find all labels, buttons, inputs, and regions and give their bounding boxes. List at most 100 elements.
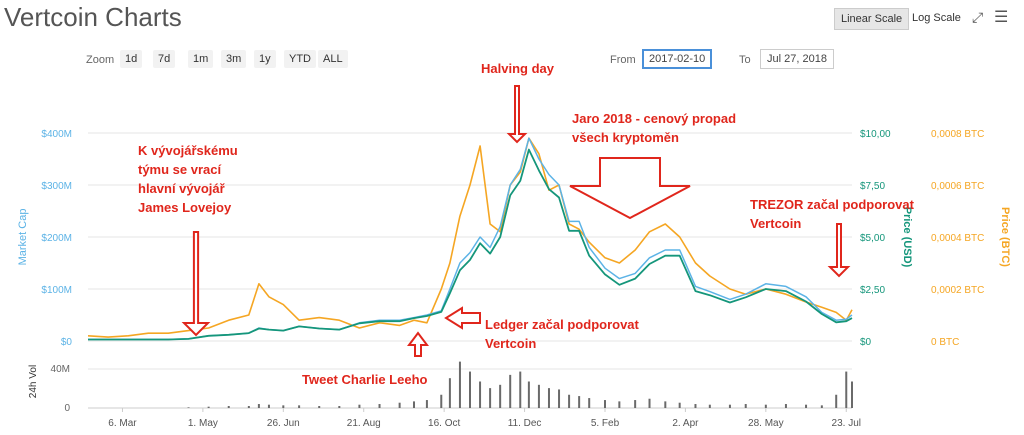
y-tick-price-btc: 0,0002 BTC <box>931 285 984 296</box>
volume-bar <box>845 371 848 408</box>
volume-bar <box>425 400 428 408</box>
to-date-input[interactable]: Jul 27, 2018 <box>760 49 834 69</box>
volume-bar <box>728 404 731 408</box>
volume-bar <box>298 405 301 408</box>
volume-bar <box>805 404 808 408</box>
volume-bar <box>708 404 711 408</box>
zoom-label: Zoom <box>86 54 115 66</box>
annotation-line: Tweet Charlie Leeho <box>302 372 428 387</box>
y-tick-price-btc: 0 BTC <box>931 337 959 348</box>
volume-bar <box>247 406 250 408</box>
y-tick-price-usd: $7,50 <box>860 181 885 192</box>
annotation-line: všech kryptoměn <box>572 130 679 145</box>
from-label: From <box>610 54 636 66</box>
annotation-line: Halving day <box>481 61 554 76</box>
zoom-1y-button[interactable]: 1y <box>254 50 276 68</box>
volume-bar <box>835 394 838 408</box>
volume-bar <box>547 388 550 408</box>
volume-bar <box>519 371 522 408</box>
y-tick-volume: 0 <box>64 403 70 414</box>
annotation-line: Ledger začal podporovat <box>485 317 639 332</box>
linear-scale-button[interactable]: Linear Scale <box>834 8 910 30</box>
volume-bar <box>440 394 443 408</box>
x-tick-label: 26. Jun <box>267 418 300 429</box>
x-tick-label: 28. May <box>748 418 784 429</box>
zoom-3m-button[interactable]: 3m <box>221 50 247 68</box>
annotation-line: Vertcoin <box>485 336 537 351</box>
volume-bar <box>227 406 230 408</box>
volume-bar <box>618 401 621 408</box>
series-price-btc <box>87 137 853 338</box>
y-tick-price-usd: $2,50 <box>860 285 885 296</box>
volume-bar <box>458 361 461 408</box>
volume-bar <box>694 404 697 408</box>
y-tick-price-btc: 0,0006 BTC <box>931 181 984 192</box>
volume-bar <box>469 371 471 408</box>
annotation-trezor: TREZOR začal podporovat Vertcoin <box>750 195 914 233</box>
arrow-halving <box>506 85 528 144</box>
annotation-lovejoy: K vývojářskému týmu se vrací hlavní vývo… <box>138 141 238 217</box>
y-tick-price-usd: $10,00 <box>860 129 891 140</box>
zoom-7d-button[interactable]: 7d <box>153 50 176 68</box>
annotation-line: hlavní vývojář <box>138 181 225 196</box>
annotation-halving: Halving day <box>481 59 554 78</box>
volume-bar <box>764 404 767 408</box>
volume-bar <box>398 402 401 408</box>
arrow-charlie <box>407 331 429 357</box>
arrow-ledger <box>444 306 481 330</box>
annotation-charlie: Tweet Charlie Leeho <box>302 370 427 389</box>
y-tick-price-btc: 0,0004 BTC <box>931 233 984 244</box>
annotation-line: James Lovejoy <box>138 200 232 215</box>
x-tick-label: 11. Dec <box>508 418 542 429</box>
y-tick-volume: 40M <box>51 364 70 375</box>
y-tick-market-cap: $300M <box>41 181 72 192</box>
volume-bar <box>267 404 270 408</box>
zoom-1d-button[interactable]: 1d <box>120 50 143 68</box>
annotation-jaro: Jaro 2018 - cenový propad všech kryptomě… <box>572 109 736 147</box>
zoom-all-button[interactable]: ALL <box>318 50 348 68</box>
volume-bar <box>784 404 787 408</box>
y-axis-label-volume: 24h Vol <box>28 365 39 398</box>
y-tick-market-cap: $0 <box>61 337 73 348</box>
y-tick-price-btc: 0,0008 BTC <box>931 129 984 140</box>
volume-bar <box>603 400 606 408</box>
volume-bar <box>634 400 637 408</box>
volume-bar <box>479 381 482 408</box>
volume-bar <box>187 407 190 408</box>
volume-bar <box>537 384 540 408</box>
y-axis-label-price-btc: Price (BTC) <box>999 207 1011 267</box>
zoom-1m-button[interactable]: 1m <box>188 50 214 68</box>
y-tick-price-usd: $5,00 <box>860 233 885 244</box>
volume-bar <box>578 396 581 408</box>
x-tick-label: 6. Mar <box>108 418 137 429</box>
y-tick-market-cap: $100M <box>41 285 72 296</box>
fullscreen-icon[interactable]: ⤢ <box>972 9 984 25</box>
y-tick-market-cap: $400M <box>41 129 72 140</box>
volume-bar <box>412 401 415 408</box>
volume-bar <box>851 381 853 408</box>
log-scale-button[interactable]: Log Scale <box>912 12 961 24</box>
volume-bar <box>207 406 210 408</box>
x-tick-label: 5. Feb <box>591 418 620 429</box>
x-tick-label: 21. Aug <box>347 418 381 429</box>
annotation-ledger: Ledger začal podporovat Vertcoin <box>485 315 639 353</box>
to-label: To <box>739 54 751 66</box>
menu-icon[interactable]: ☰ <box>994 9 1009 26</box>
volume-bar <box>338 406 341 408</box>
volume-bar <box>664 401 667 408</box>
y-tick-price-usd: $0 <box>860 337 872 348</box>
y-tick-market-cap: $200M <box>41 233 72 244</box>
zoom-ytd-button[interactable]: YTD <box>284 50 316 68</box>
volume-bar <box>358 404 361 408</box>
x-tick-label: 23. Jul <box>832 418 861 429</box>
from-date-input[interactable]: 2017-02-10 <box>642 49 713 69</box>
volume-bar <box>744 404 747 408</box>
annotation-line: týmu se vrací <box>138 162 222 177</box>
x-tick-label: 16. Oct <box>428 418 460 429</box>
x-tick-label: 1. May <box>188 418 218 429</box>
x-tick-label: 2. Apr <box>672 418 699 429</box>
volume-bar <box>588 398 591 408</box>
y-axis-label-market-cap: Market Cap <box>17 209 29 266</box>
y-axis-label-price-usd: Price (USD) <box>901 207 913 268</box>
